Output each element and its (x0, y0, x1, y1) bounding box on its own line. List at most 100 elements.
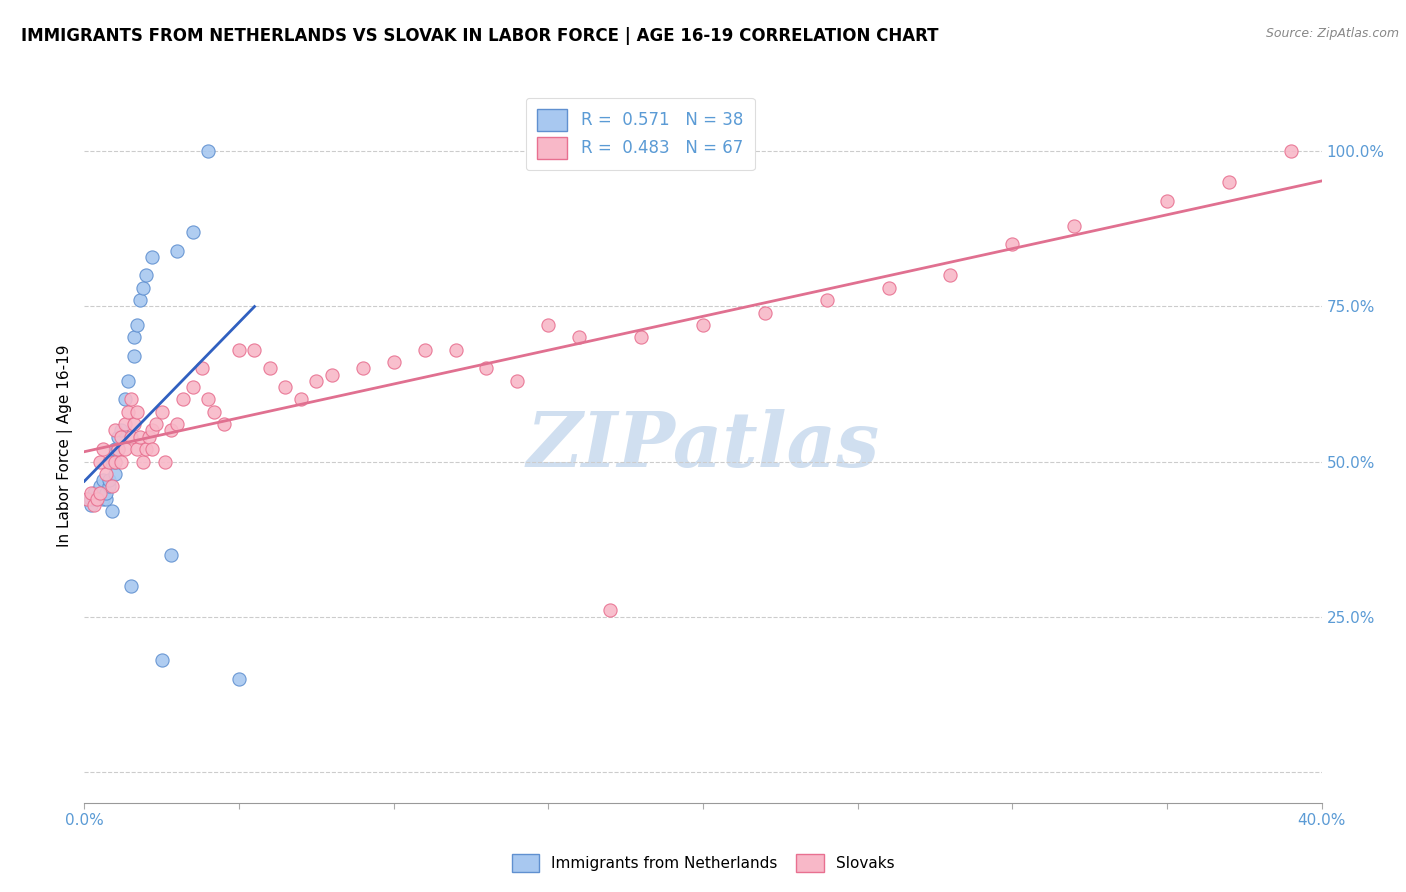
Point (98, 473, 121, 487)
Point (114, 417, 136, 432)
Point (120, 579, 142, 593)
Point (129, 293, 152, 308)
Point (290, 392, 312, 407)
Point (125, 318, 148, 332)
Point (274, 380, 297, 394)
Point (382, 355, 405, 369)
Point (243, 343, 266, 357)
Point (135, 268, 157, 283)
Point (110, 424, 132, 438)
Point (135, 442, 157, 456)
Text: IMMIGRANTS FROM NETHERLANDS VS SLOVAK IN LABOR FORCE | AGE 16-19 CORRELATION CHA: IMMIGRANTS FROM NETHERLANDS VS SLOVAK IN… (21, 27, 939, 45)
Point (568, 330, 591, 344)
Point (754, 305, 776, 319)
Point (132, 281, 155, 295)
Point (939, 268, 962, 283)
Point (599, 603, 621, 617)
Legend: R =  0.571   N = 38, R =  0.483   N = 67: R = 0.571 N = 38, R = 0.483 N = 67 (526, 97, 755, 170)
Point (321, 368, 343, 382)
Point (94, 491, 117, 506)
Point (153, 454, 176, 468)
Point (107, 442, 129, 456)
Point (413, 343, 436, 357)
Point (877, 281, 900, 295)
Point (1279, 145, 1302, 159)
Point (305, 374, 328, 388)
Point (537, 318, 560, 332)
Point (83, 498, 105, 512)
Point (117, 405, 139, 419)
Text: Source: ZipAtlas.com: Source: ZipAtlas.com (1265, 27, 1399, 40)
Point (352, 361, 374, 376)
Point (86, 491, 108, 506)
Point (89, 454, 111, 468)
Point (107, 430, 129, 444)
Point (98, 479, 121, 493)
Point (98, 454, 121, 468)
Point (83, 491, 105, 506)
Point (160, 548, 183, 562)
Point (141, 424, 163, 438)
Point (259, 361, 281, 376)
Point (228, 343, 250, 357)
Point (181, 380, 204, 394)
Point (1063, 219, 1085, 233)
Point (120, 392, 142, 407)
Point (132, 454, 155, 468)
Point (94, 467, 117, 481)
Point (89, 479, 111, 493)
Point (117, 374, 139, 388)
Point (197, 145, 219, 159)
Point (1156, 194, 1178, 208)
Point (815, 293, 838, 308)
Point (86, 491, 108, 506)
Point (91, 491, 114, 506)
Point (138, 430, 160, 444)
Point (197, 392, 219, 407)
Point (89, 485, 111, 500)
Point (160, 424, 183, 438)
Point (125, 442, 148, 456)
Point (122, 417, 145, 432)
Point (150, 405, 173, 419)
Point (172, 392, 194, 407)
Point (166, 417, 188, 432)
Point (94, 485, 117, 500)
Point (1218, 175, 1240, 189)
Point (125, 405, 148, 419)
Point (89, 485, 111, 500)
Point (692, 318, 714, 332)
Point (202, 405, 225, 419)
Point (122, 330, 145, 344)
Point (212, 417, 235, 432)
Point (444, 343, 467, 357)
Point (506, 374, 529, 388)
Legend: Immigrants from Netherlands, Slovaks: Immigrants from Netherlands, Slovaks (503, 846, 903, 880)
Point (104, 454, 127, 468)
Point (76, 491, 98, 506)
Point (129, 430, 152, 444)
Point (101, 454, 124, 468)
Point (79, 491, 101, 506)
Point (101, 504, 124, 518)
Point (104, 442, 127, 456)
Point (110, 430, 132, 444)
Point (145, 417, 167, 432)
Point (141, 250, 163, 264)
Point (104, 467, 127, 481)
Point (120, 430, 142, 444)
Point (114, 392, 136, 407)
Point (141, 442, 163, 456)
Point (1001, 237, 1024, 252)
Point (191, 361, 214, 376)
Point (181, 225, 204, 239)
Point (79, 498, 101, 512)
Point (228, 672, 250, 686)
Y-axis label: In Labor Force | Age 16-19: In Labor Force | Age 16-19 (58, 344, 73, 548)
Point (475, 361, 498, 376)
Point (630, 330, 652, 344)
Point (91, 473, 114, 487)
Point (91, 442, 114, 456)
Point (110, 454, 132, 468)
Point (76, 491, 98, 506)
